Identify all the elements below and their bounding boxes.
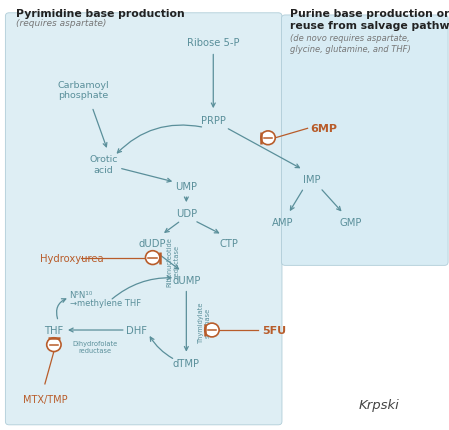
Text: Ribonucleotide
reductase: Ribonucleotide reductase — [167, 236, 179, 286]
Text: DHF: DHF — [127, 325, 147, 335]
Text: dUDP: dUDP — [139, 238, 167, 248]
Text: Krpski: Krpski — [359, 398, 400, 411]
Text: PRPP: PRPP — [201, 115, 226, 126]
Text: Ribose 5-P: Ribose 5-P — [187, 38, 239, 48]
Text: (requires aspartate): (requires aspartate) — [16, 19, 106, 28]
Text: GMP: GMP — [339, 218, 361, 228]
Text: →methylene THF: →methylene THF — [70, 299, 141, 307]
Circle shape — [47, 338, 61, 352]
Text: Hydroxyurea: Hydroxyurea — [40, 253, 104, 263]
Text: dUMP: dUMP — [172, 275, 201, 286]
Text: Pyrimidine base production: Pyrimidine base production — [16, 9, 185, 19]
Circle shape — [145, 251, 160, 265]
Text: Thymidylate
synthase: Thymidylate synthase — [198, 301, 211, 342]
Text: AMP: AMP — [272, 218, 294, 228]
Text: (de novo requires aspartate,
glycine, glutamine, and THF): (de novo requires aspartate, glycine, gl… — [290, 34, 410, 54]
Text: 6MP: 6MP — [310, 124, 337, 134]
Text: THF: THF — [44, 325, 63, 335]
Text: IMP: IMP — [304, 175, 321, 185]
Text: Orotic
acid: Orotic acid — [89, 154, 118, 174]
FancyBboxPatch shape — [282, 16, 448, 266]
Text: 5FU: 5FU — [262, 325, 286, 335]
Text: UMP: UMP — [176, 182, 197, 192]
Text: N⁵N¹⁰: N⁵N¹⁰ — [70, 290, 93, 299]
Text: UDP: UDP — [176, 208, 197, 218]
Circle shape — [205, 323, 219, 337]
Circle shape — [261, 132, 275, 145]
Text: Dihydrofolate
reductase: Dihydrofolate reductase — [73, 341, 118, 353]
Text: CTP: CTP — [220, 238, 238, 248]
Text: Carbamoyl
phosphate: Carbamoyl phosphate — [57, 80, 109, 100]
FancyBboxPatch shape — [5, 14, 282, 425]
Text: MTX/TMP: MTX/TMP — [22, 394, 67, 404]
Text: Purine base production or
reuse from salvage pathway: Purine base production or reuse from sal… — [290, 9, 449, 31]
Text: dTMP: dTMP — [173, 358, 200, 369]
